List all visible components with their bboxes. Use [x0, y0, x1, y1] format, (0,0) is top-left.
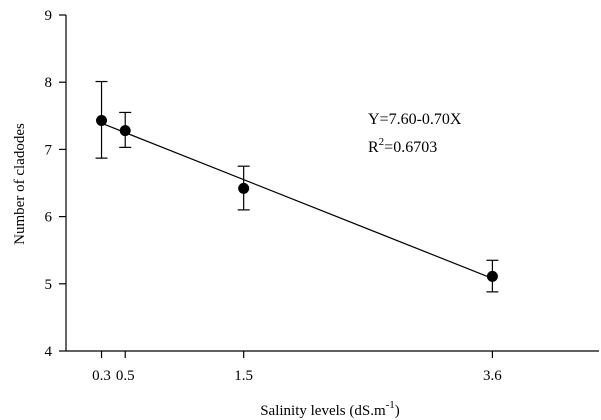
- y-tick-label: 8: [45, 75, 53, 91]
- x-ticks: 0.3 0.5 1.5 3.6: [92, 351, 502, 384]
- data-point: [96, 115, 108, 127]
- r-squared-label: R2=0.6703: [368, 136, 437, 156]
- x-axis-title-close: ): [395, 403, 400, 419]
- data-point-group: [119, 111, 132, 148]
- x-tick-label: 1.5: [234, 368, 253, 384]
- equation-label: Y=7.60-0.70X: [368, 111, 462, 128]
- data-point: [119, 125, 131, 137]
- x-axis-title-superscript: -1: [386, 399, 395, 411]
- data-point: [486, 270, 498, 282]
- data-point-group: [486, 259, 499, 293]
- axes: [65, 15, 599, 352]
- data-point: [238, 182, 250, 194]
- x-axis-title: Salinity levels (dS.m-1): [260, 399, 400, 419]
- data-points: [95, 80, 499, 293]
- r-squared-superscript: 2: [379, 136, 385, 148]
- y-axis-title: Number of cladodes: [12, 123, 28, 245]
- y-tick-label: 9: [45, 8, 53, 24]
- y-tick-label: 5: [45, 277, 53, 293]
- y-ticks: 4 5 6 7 8 9: [45, 8, 66, 360]
- y-tick-label: 4: [45, 344, 53, 360]
- x-tick-label: 0.3: [92, 368, 111, 384]
- y-tick-label: 6: [45, 210, 53, 226]
- x-tick-label: 0.5: [116, 368, 135, 384]
- r-squared-prefix: R: [368, 139, 379, 156]
- r-squared-value: =0.6703: [384, 139, 437, 156]
- regression-line: [101, 122, 493, 279]
- data-point-group: [95, 80, 108, 159]
- y-tick-label: 7: [45, 142, 53, 158]
- data-point-group: [237, 165, 250, 211]
- x-axis-title-text: Salinity levels (dS.m: [260, 403, 386, 419]
- x-tick-label: 3.6: [483, 368, 502, 384]
